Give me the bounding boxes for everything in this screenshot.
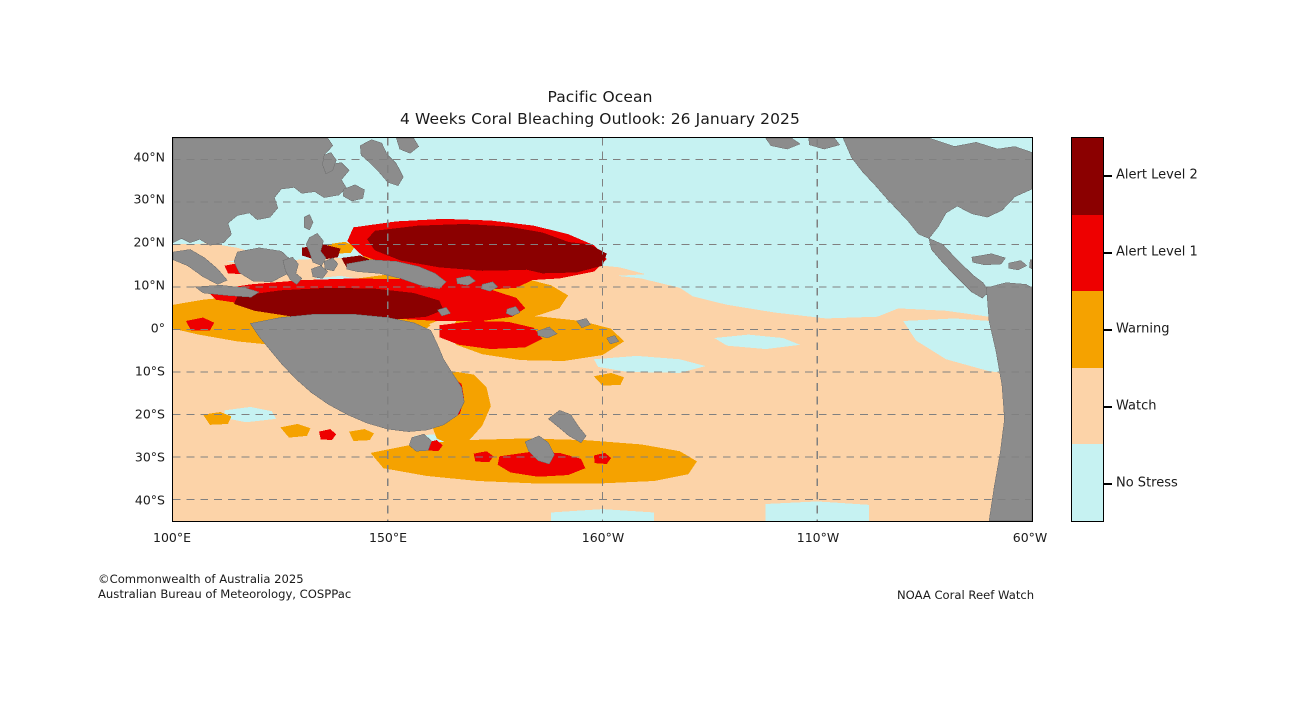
legend-label-warning: Warning [1116,321,1170,337]
coral-bleaching-heatmap [173,138,1032,521]
legend-swatch-warning[interactable] [1072,291,1103,368]
legend-swatch-alert-level-1[interactable] [1072,214,1103,292]
legend-colorbar[interactable] [1071,137,1104,522]
y-tick-40S: 40°S [134,492,165,508]
footer-copyright: ©Commonwealth of Australia 2025 [98,572,304,586]
x-tick-60W: 60°W [1012,530,1048,545]
map-plot-area[interactable] [172,137,1033,522]
y-tick-30S: 30°S [134,449,165,465]
title-line-1: Pacific Ocean [547,88,653,106]
legend-tick-no-stress [1104,483,1112,485]
x-tick-150E: 150°E [368,530,408,545]
footer-attribution: ©Commonwealth of Australia 2025 Australi… [98,572,351,602]
x-tick-160W: 160°W [581,530,625,545]
chart-title: Pacific Ocean 4 Weeks Coral Bleaching Ou… [0,86,1200,130]
footer-data-source: NOAA Coral Reef Watch [897,588,1035,602]
y-tick-20N: 20°N [133,234,165,250]
y-tick-30N: 30°N [133,191,165,207]
legend-label-alert-level-1: Alert Level 1 [1116,244,1198,260]
legend-swatch-alert-level-2[interactable] [1072,138,1103,215]
title-line-2: 4 Weeks Coral Bleaching Outlook: 26 Janu… [400,110,800,128]
y-tick-10N: 10°N [133,277,165,293]
legend-swatch-no-stress[interactable] [1072,444,1103,521]
y-tick-40N: 40°N [133,149,165,165]
legend-label-alert-level-2: Alert Level 2 [1116,167,1198,183]
legend-tick-warning [1104,329,1112,331]
legend-label-watch: Watch [1116,398,1157,414]
x-tick-100E: 100°E [152,530,192,545]
legend-swatch-watch[interactable] [1072,367,1103,445]
y-tick-20S: 20°S [134,406,165,422]
legend-tick-alert-level-2 [1104,175,1112,177]
legend-tick-alert-level-1 [1104,252,1112,254]
footer-agency: Australian Bureau of Meteorology, COSPPa… [98,587,352,601]
legend-label-no-stress: No Stress [1116,475,1178,491]
y-tick-10S: 10°S [134,363,165,379]
legend-tick-watch [1104,406,1112,408]
x-tick-110W: 110°W [796,530,840,545]
y-tick-0: 0° [150,320,165,336]
